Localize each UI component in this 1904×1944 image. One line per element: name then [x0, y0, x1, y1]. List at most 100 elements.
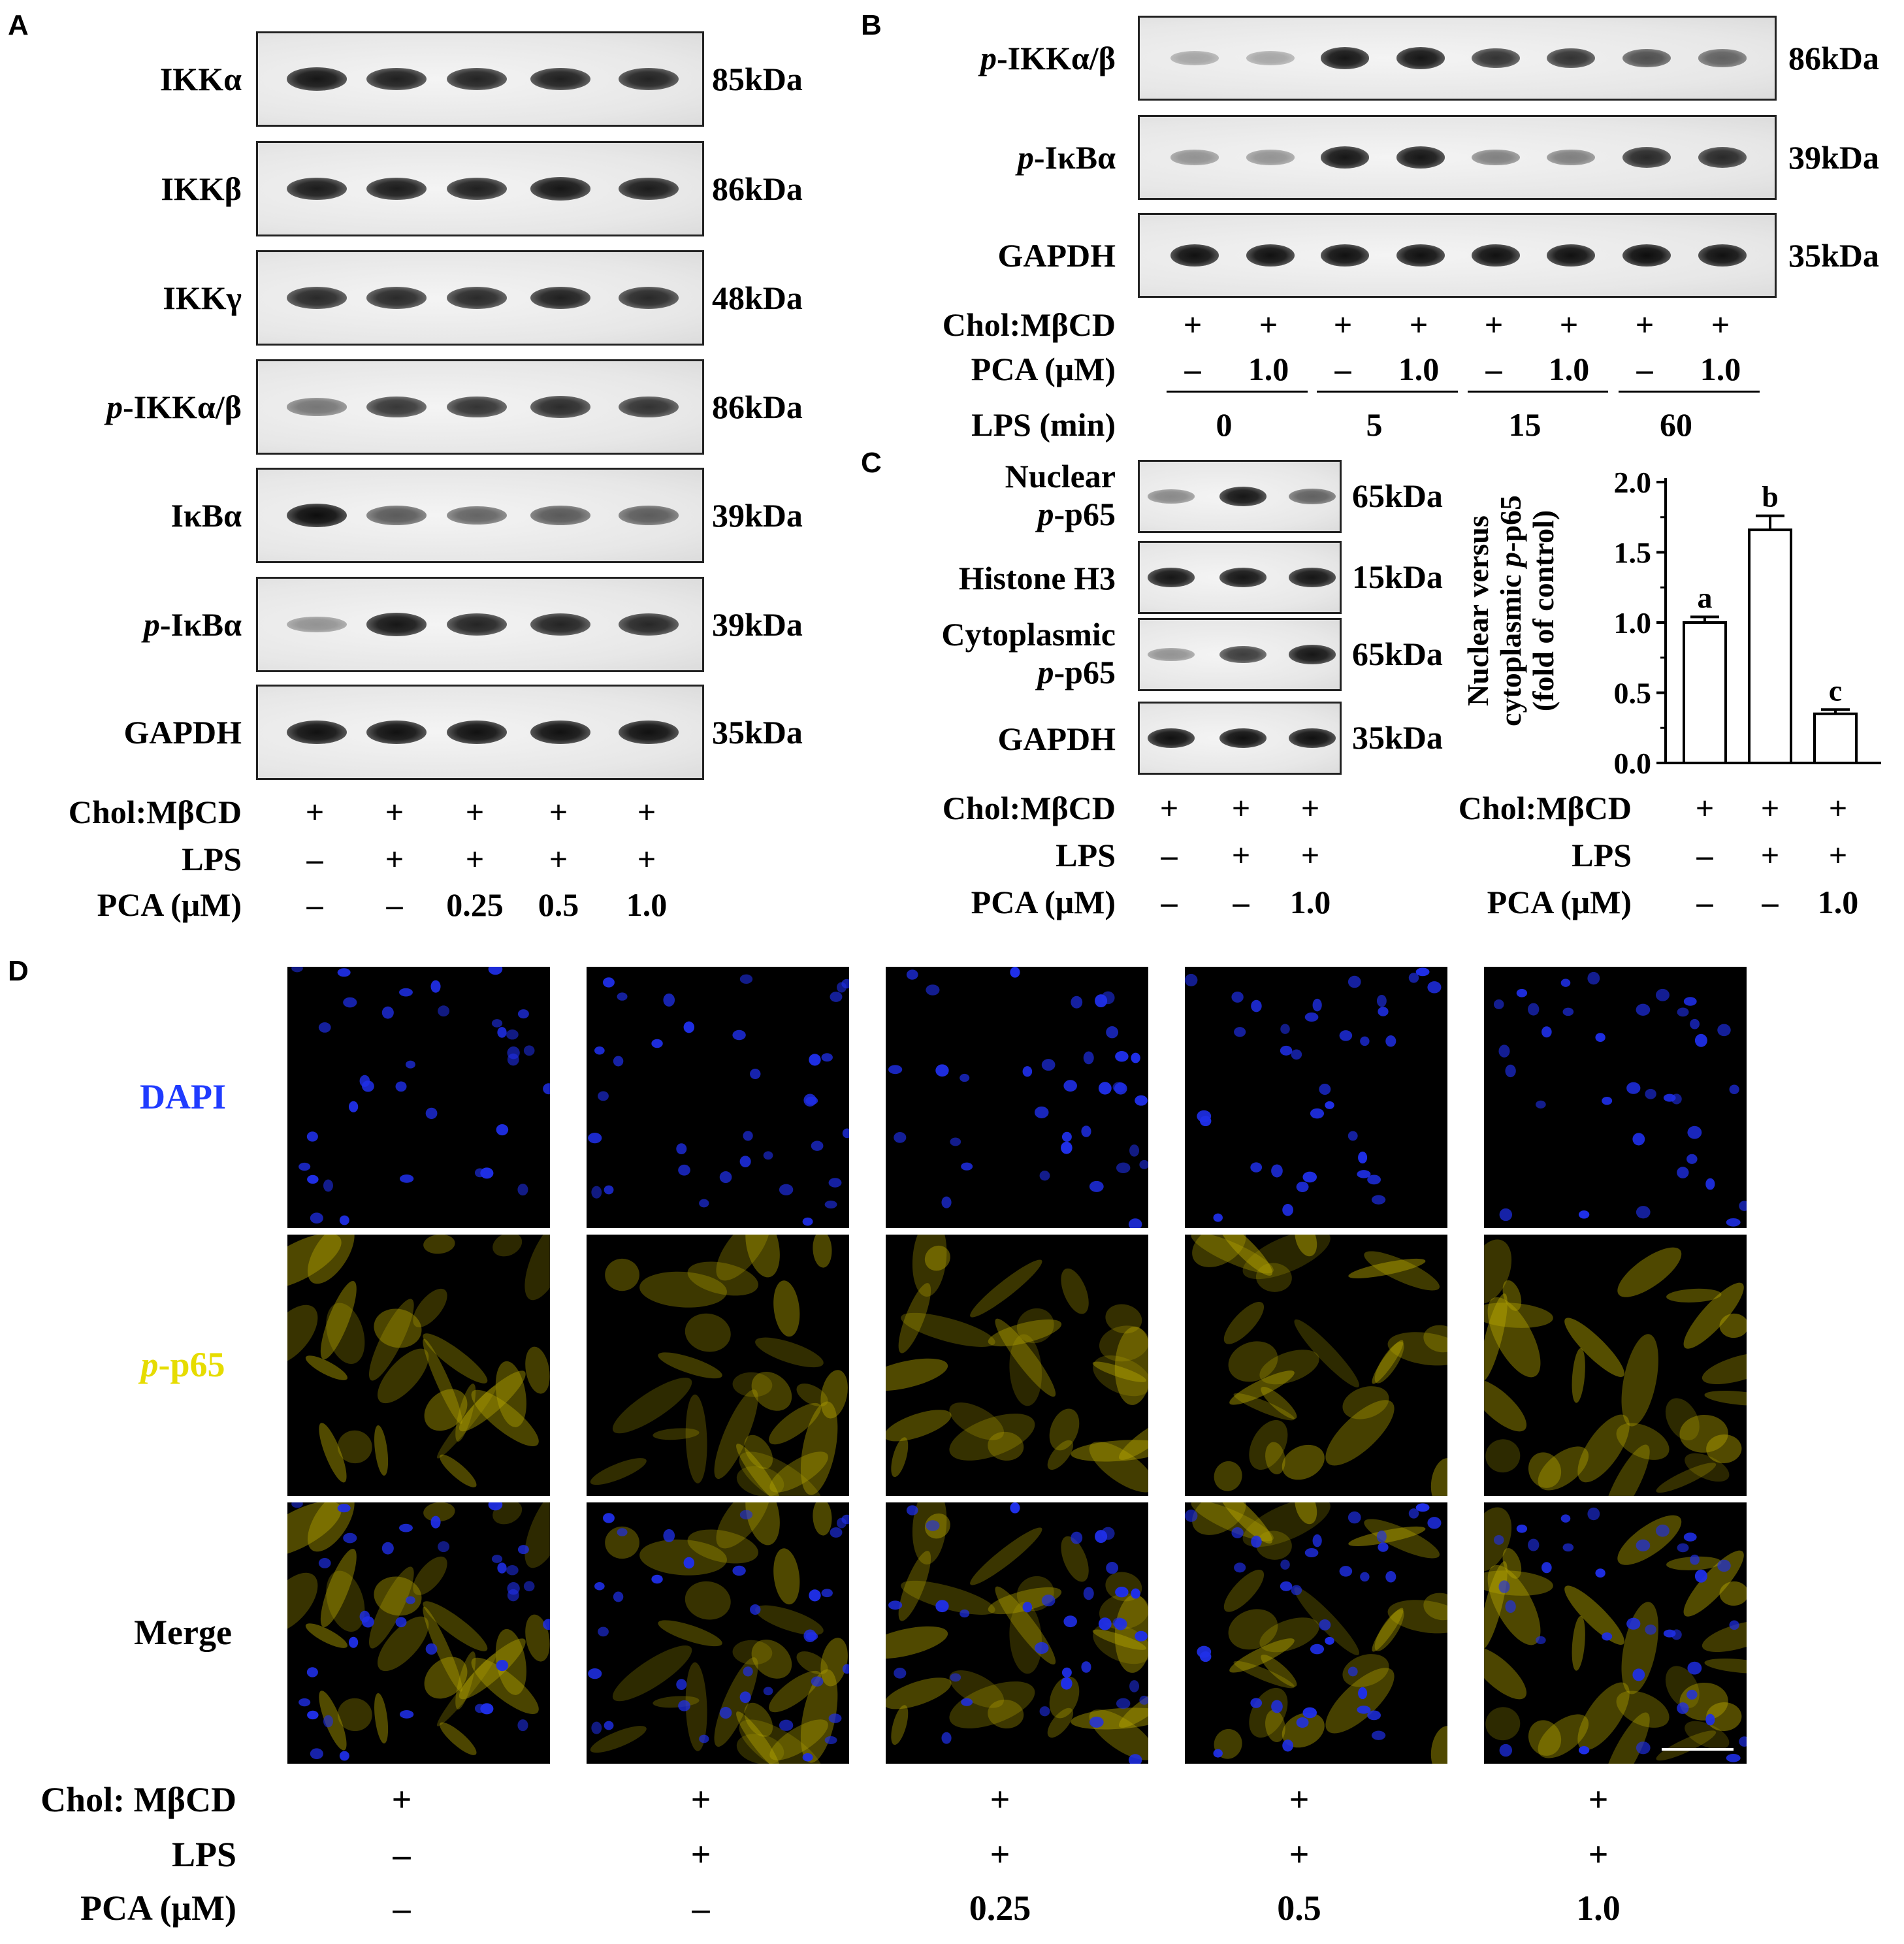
condition-value: +	[1559, 306, 1579, 343]
condition-value: 15	[1508, 406, 1541, 443]
condition-value: +	[690, 1835, 711, 1874]
condition-value: +	[1300, 790, 1320, 826]
blot-label: IKKα	[160, 63, 242, 95]
blot-kda-label: 39kDa	[1788, 139, 1879, 176]
blot-band	[447, 177, 507, 201]
micrograph-image	[1484, 1239, 1747, 1496]
blot-label: p-IκBα	[144, 608, 242, 641]
bar	[1813, 712, 1858, 764]
condition-value: +	[1588, 1835, 1609, 1874]
y-tick-label: 1.5	[1614, 536, 1652, 570]
condition-value: +	[465, 794, 485, 830]
condition-value: +	[1635, 306, 1654, 343]
condition-value: 1.0	[1817, 884, 1859, 920]
micrograph-p65	[587, 1235, 849, 1496]
label-italic-prefix: p	[1017, 139, 1034, 176]
blot-kda-label: 86kDa	[712, 170, 803, 207]
condition-label: LPS	[182, 841, 242, 877]
condition-value: –	[1161, 837, 1178, 873]
blot-band	[1622, 244, 1671, 267]
blot-kda-label: 65kDa	[1352, 636, 1443, 672]
label-italic-prefix: p	[106, 389, 123, 425]
condition-label: LPS	[1056, 837, 1116, 873]
condition-value: +	[1409, 306, 1428, 343]
blot-kda-label: 86kDa	[712, 389, 803, 425]
label-text: DAPI	[140, 1077, 226, 1116]
blot-band	[530, 67, 590, 91]
condition-value: –	[1696, 884, 1713, 920]
condition-value: –	[393, 1888, 411, 1928]
blot-band	[287, 177, 347, 201]
panel-letter-c: C	[861, 447, 882, 479]
blot-band	[530, 506, 590, 525]
blot-band	[366, 396, 427, 418]
label-text: Histone H3	[958, 560, 1116, 596]
blot-membrane	[1138, 460, 1342, 533]
condition-label: LPS (min)	[971, 406, 1116, 443]
condition-value: +	[1760, 837, 1780, 873]
condition-value: +	[990, 1780, 1010, 1819]
label-italic-prefix: p	[1037, 654, 1054, 690]
blot-band	[287, 721, 347, 744]
bar-chart: 0.0 0.5 1.0 1.5 2.0 a b c Nuclear versus cytoplas…	[1463, 466, 1881, 780]
blot-label: IκBα	[171, 499, 242, 532]
group-underline	[1167, 391, 1308, 393]
blot-band	[1219, 645, 1267, 664]
blot-band	[1396, 244, 1445, 267]
blot-band	[366, 287, 427, 309]
condition-value: 0	[1216, 406, 1233, 443]
label-text: IKKα	[159, 61, 242, 97]
bar	[1748, 528, 1792, 764]
micrograph-p65	[1484, 1235, 1747, 1496]
condition-value: +	[990, 1835, 1010, 1874]
blot-label: p-p65	[1038, 656, 1116, 688]
blot-membrane	[256, 31, 704, 127]
blot-band	[1219, 487, 1267, 506]
blot-band	[619, 177, 679, 201]
micrograph-image	[1185, 967, 1442, 1222]
label-text: GAPDH	[997, 721, 1116, 757]
label-text: -IκBα	[159, 606, 242, 643]
blot-kda-label: 65kDa	[1352, 478, 1443, 514]
blot-label-line1: Nuclear	[1005, 458, 1116, 494]
condition-value: 0.5	[1277, 1888, 1321, 1928]
blot-kda-label: 39kDa	[712, 497, 803, 534]
condition-label: Chol:MβCD	[1458, 790, 1632, 826]
condition-value: +	[1588, 1780, 1609, 1819]
label-text: -IκBα	[1033, 139, 1116, 176]
condition-value: +	[1231, 790, 1251, 826]
blot-label: p-IKKα/β	[980, 42, 1116, 74]
label-text: IKKγ	[163, 280, 242, 316]
blot-band	[287, 504, 347, 527]
blot-band	[619, 721, 679, 744]
panel-letter-b: B	[861, 9, 882, 41]
blot-label: IKKγ	[163, 282, 242, 314]
blot-band	[1472, 149, 1520, 166]
micrograph-image	[588, 1502, 849, 1764]
group-underline	[1317, 391, 1458, 393]
micrograph-p65	[287, 1235, 550, 1496]
blot-band	[447, 506, 507, 525]
condition-value: +	[465, 841, 485, 877]
condition-label: Chol: MβCD	[40, 1780, 236, 1819]
blot-band	[1698, 49, 1747, 67]
blot-band	[287, 616, 347, 633]
condition-value: +	[1289, 1780, 1310, 1819]
bar	[1683, 621, 1727, 764]
blot-band	[1698, 147, 1747, 168]
micrograph-merge	[587, 1502, 849, 1764]
blot-band	[619, 396, 679, 418]
condition-value: +	[391, 1780, 412, 1819]
condition-value: –	[393, 1835, 411, 1874]
blot-band	[1622, 48, 1671, 68]
micrograph-image	[888, 967, 1148, 1228]
condition-label: Chol:MβCD	[942, 790, 1116, 826]
y-axis-label: Nuclear versus cytoplasmic p-p65 (fold of …	[1463, 495, 1560, 726]
blot-membrane	[256, 359, 704, 455]
micrograph-image	[886, 1235, 1148, 1493]
micrograph-image	[287, 1235, 550, 1487]
blot-band	[1547, 149, 1595, 166]
blot-band	[1289, 728, 1336, 748]
blot-membrane	[1138, 541, 1342, 614]
condition-value: 60	[1660, 406, 1692, 443]
